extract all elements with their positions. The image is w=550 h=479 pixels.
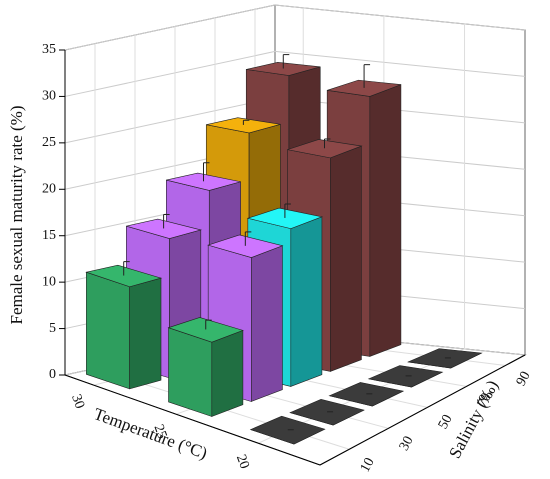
bar-top bbox=[246, 207, 323, 229]
bar bbox=[406, 348, 483, 369]
bar-top bbox=[206, 117, 281, 134]
bar-top bbox=[406, 348, 483, 369]
y-tick-label: 10 bbox=[42, 274, 56, 289]
z-tick-label: 30 bbox=[397, 434, 417, 453]
bar-side bbox=[211, 329, 244, 417]
bar-top bbox=[367, 365, 444, 388]
x-tick-label: 20 bbox=[233, 453, 252, 471]
bar-top bbox=[126, 218, 202, 239]
bar bbox=[167, 317, 244, 417]
bar bbox=[249, 415, 326, 445]
bar-front bbox=[168, 327, 213, 417]
bar bbox=[328, 382, 405, 407]
bar-side bbox=[330, 145, 362, 372]
bar-top bbox=[328, 382, 405, 407]
bar-top bbox=[166, 172, 241, 191]
y-tick-label: 20 bbox=[42, 182, 56, 197]
x-tick-label: 30 bbox=[68, 393, 87, 411]
bar-top bbox=[207, 234, 284, 258]
bar bbox=[367, 365, 444, 388]
y-tick-label: 0 bbox=[49, 367, 56, 382]
bar-top bbox=[327, 79, 402, 97]
bar-top bbox=[287, 139, 363, 159]
y-tick-label: 35 bbox=[42, 42, 56, 57]
bar-top bbox=[167, 317, 244, 343]
bar-top bbox=[85, 264, 163, 288]
y-tick-label: 5 bbox=[49, 321, 56, 336]
z-tick-label: 70 bbox=[475, 391, 495, 410]
y-axis-title: Female sexual maturity rate (%) bbox=[7, 105, 26, 324]
bar-side bbox=[251, 245, 283, 402]
bar-top bbox=[249, 415, 326, 445]
bar-side bbox=[290, 216, 323, 387]
z-axis bbox=[319, 354, 526, 466]
z-tick-label: 50 bbox=[436, 412, 456, 431]
y-tick-label: 25 bbox=[42, 135, 56, 150]
y-tick-label: 15 bbox=[42, 228, 56, 243]
bar bbox=[289, 399, 365, 426]
x-axis bbox=[64, 374, 321, 466]
x-tick-label: 25 bbox=[150, 423, 169, 441]
bar-side bbox=[129, 277, 162, 390]
bar bbox=[85, 261, 163, 390]
z-tick-label: 90 bbox=[514, 369, 534, 388]
z-tick-label: 10 bbox=[358, 455, 378, 474]
bar-front bbox=[86, 271, 130, 390]
bars bbox=[85, 54, 483, 445]
y-tick-label: 30 bbox=[42, 89, 56, 104]
bar-side bbox=[369, 84, 402, 357]
bar-top bbox=[289, 399, 365, 426]
bar-top bbox=[246, 62, 321, 76]
